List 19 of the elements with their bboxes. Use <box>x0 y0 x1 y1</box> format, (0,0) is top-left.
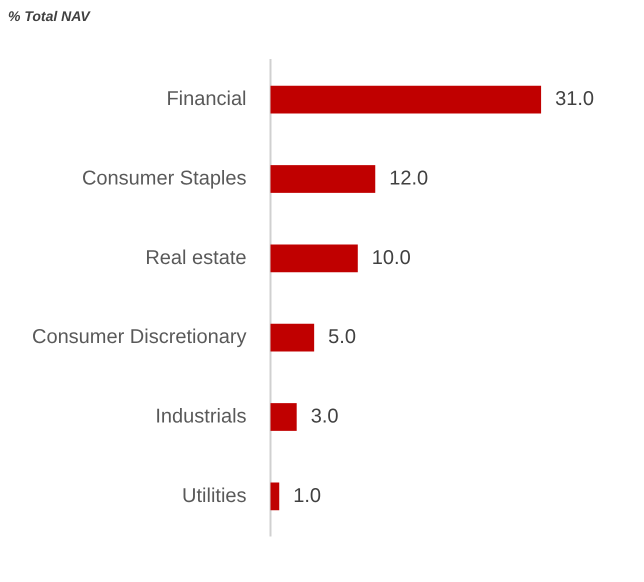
bar <box>270 165 376 193</box>
y-tick-label: Industrials <box>155 406 247 428</box>
y-tick-label: Utilities <box>182 484 247 507</box>
y-tick-label: Consumer Discretionary <box>32 326 247 348</box>
bar <box>270 482 280 510</box>
y-tick-label: Consumer Staples <box>82 168 247 190</box>
bar <box>270 244 358 272</box>
y-tick-label: Real estate <box>145 246 247 269</box>
text: % Total NAV <box>8 8 92 24</box>
data-label: 5.0 <box>328 326 356 348</box>
data-label: 10.0 <box>372 246 411 269</box>
bar <box>270 86 542 114</box>
y-tick-label: Financial <box>166 88 247 110</box>
data-label: 31.0 <box>555 88 594 110</box>
bar <box>270 324 314 352</box>
data-label: 12.0 <box>389 168 428 190</box>
bar <box>270 403 297 431</box>
data-label: 3.0 <box>310 406 339 428</box>
data-label: 1.0 <box>293 484 322 507</box>
